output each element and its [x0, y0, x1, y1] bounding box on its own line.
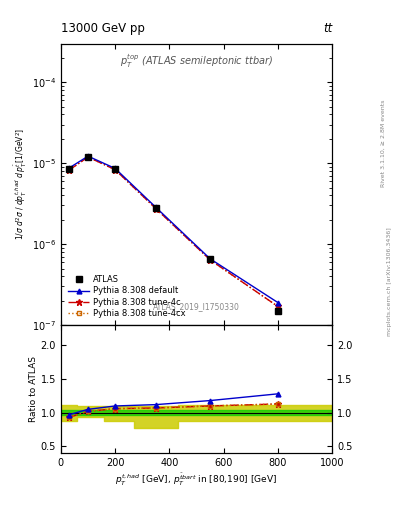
ATLAS — [86, 154, 90, 160]
Line: Pythia 8.308 tune-4cx: Pythia 8.308 tune-4cx — [67, 155, 280, 309]
Legend: ATLAS, Pythia 8.308 default, Pythia 8.308 tune-4c, Pythia 8.308 tune-4cx: ATLAS, Pythia 8.308 default, Pythia 8.30… — [65, 272, 189, 321]
ATLAS — [153, 205, 158, 211]
Pythia 8.308 tune-4c — [208, 257, 212, 263]
X-axis label: $p_T^{t,had}$ [GeV], $p_T^{\bar{t}bar{t}}$ in [80,190] [GeV]: $p_T^{t,had}$ [GeV], $p_T^{\bar{t}bar{t}… — [116, 472, 277, 488]
Pythia 8.308 tune-4cx — [113, 166, 118, 173]
Text: Rivet 3.1.10, ≥ 2.8M events: Rivet 3.1.10, ≥ 2.8M events — [381, 100, 386, 187]
ATLAS — [275, 308, 280, 314]
Pythia 8.308 tune-4c — [153, 205, 158, 211]
Line: Pythia 8.308 tune-4c: Pythia 8.308 tune-4c — [66, 154, 281, 310]
Pythia 8.308 tune-4c — [113, 166, 118, 173]
Y-axis label: $1/\sigma\; d^2\sigma\; /\; dp_T^{t,had}\; d\, p_T^{\bar{t}}\,[1/\mathrm{GeV}^2]: $1/\sigma\; d^2\sigma\; /\; dp_T^{t,had}… — [13, 128, 29, 241]
Pythia 8.308 default — [67, 165, 72, 171]
Text: 13000 GeV pp: 13000 GeV pp — [61, 22, 145, 34]
Pythia 8.308 tune-4cx — [275, 304, 280, 310]
Text: mcplots.cern.ch [arXiv:1306.3436]: mcplots.cern.ch [arXiv:1306.3436] — [387, 227, 391, 336]
ATLAS — [113, 166, 118, 172]
Pythia 8.308 tune-4c — [275, 304, 280, 310]
Pythia 8.308 default — [153, 204, 158, 210]
Pythia 8.308 default — [113, 165, 118, 172]
Pythia 8.308 tune-4cx — [67, 167, 72, 173]
Pythia 8.308 tune-4c — [86, 154, 90, 160]
Pythia 8.308 tune-4cx — [153, 205, 158, 211]
Pythia 8.308 default — [275, 300, 280, 306]
Pythia 8.308 default — [208, 255, 212, 262]
Pythia 8.308 tune-4cx — [208, 257, 212, 263]
Line: ATLAS: ATLAS — [66, 154, 281, 314]
Pythia 8.308 tune-4cx — [86, 154, 90, 160]
ATLAS — [67, 166, 72, 172]
Text: tt: tt — [323, 22, 332, 34]
Y-axis label: Ratio to ATLAS: Ratio to ATLAS — [29, 356, 38, 422]
Pythia 8.308 tune-4c — [67, 167, 72, 173]
Text: ATLAS_2019_I1750330: ATLAS_2019_I1750330 — [153, 302, 240, 311]
Pythia 8.308 default — [86, 153, 90, 159]
Line: Pythia 8.308 default: Pythia 8.308 default — [67, 154, 280, 305]
Text: $p_T^{top}$ (ATLAS semileptonic ttbar): $p_T^{top}$ (ATLAS semileptonic ttbar) — [120, 52, 273, 70]
ATLAS — [208, 256, 212, 262]
